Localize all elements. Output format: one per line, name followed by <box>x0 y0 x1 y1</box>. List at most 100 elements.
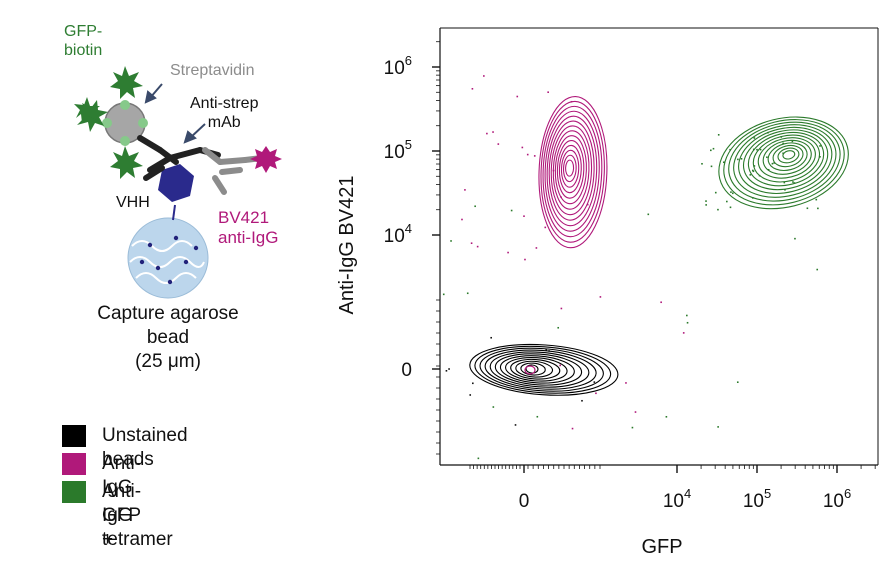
contour-line <box>542 105 603 238</box>
anti-igg-dot <box>464 189 466 191</box>
x-tick-label: 106 <box>823 486 851 512</box>
gfp-biotin-line2: biotin <box>64 42 103 59</box>
gfp-dot <box>740 158 743 160</box>
unstained-dot <box>545 348 548 351</box>
contour-line <box>469 343 619 396</box>
contour-line <box>484 349 597 390</box>
unstained-dot <box>490 336 492 339</box>
gfp-dot <box>726 200 728 203</box>
anti-igg-dot <box>560 196 562 199</box>
gfp-dot <box>816 268 819 271</box>
gfp-dot <box>442 293 445 296</box>
gfp-dot <box>793 182 796 184</box>
y-tick-label: 104 <box>384 221 412 247</box>
anti-igg-dot <box>571 427 574 430</box>
gfp-dot <box>773 162 775 164</box>
x-tick-label: 104 <box>663 486 691 512</box>
contour-line <box>767 142 808 172</box>
anti-igg-dot <box>547 91 549 94</box>
unstained-dot <box>581 399 583 402</box>
gfp-dot <box>717 208 719 211</box>
gfp-dot <box>753 137 756 139</box>
anti-igg-dot <box>560 307 563 310</box>
gfp-biotin-label: GFP- biotin <box>64 22 102 60</box>
contour-line <box>556 140 585 199</box>
anti-igg-dot <box>586 203 589 206</box>
anti-igg-dot <box>625 382 627 384</box>
anti-igg-dot <box>559 364 561 367</box>
gfp-dot <box>729 148 731 151</box>
anti-igg-dot <box>552 169 555 172</box>
gfp-dot <box>717 134 720 136</box>
gfp-dot <box>782 152 784 155</box>
anti-igg-dot <box>535 247 538 249</box>
contour-line <box>474 345 612 394</box>
gfp-dot <box>686 314 688 317</box>
gfp-dot <box>717 426 719 428</box>
contour-line <box>505 356 568 382</box>
y-tick-label: 106 <box>384 53 412 79</box>
gfp-dot <box>806 207 809 210</box>
gfp-dot <box>767 131 769 134</box>
gfp-dot <box>686 321 689 324</box>
assay-schematic <box>74 66 282 299</box>
bv421-star <box>250 146 282 173</box>
anti-igg-dot <box>483 75 485 77</box>
contour-line <box>554 135 587 205</box>
gfp-dot <box>536 415 539 418</box>
anti-strep-label: Anti-strep mAb <box>190 94 258 132</box>
gfp-dot <box>631 426 634 429</box>
gfp-dot <box>731 192 734 195</box>
gfp-dot <box>771 162 774 165</box>
unstained-dot <box>472 382 474 385</box>
bv421-antibody <box>202 147 265 195</box>
gfp-stars <box>74 66 143 179</box>
contour-line <box>747 132 825 187</box>
gfp-dot <box>752 148 755 151</box>
unstained-dot <box>548 350 550 352</box>
bead-caption: Capture agarose bead (25 μm) <box>72 302 264 374</box>
anti-igg-dot <box>533 155 536 157</box>
anti-igg-dot <box>544 226 547 229</box>
gfp-dot <box>752 197 754 199</box>
streptavidin-label: Streptavidin <box>170 62 255 79</box>
gfp-dot <box>819 155 821 158</box>
contour-line <box>546 115 598 227</box>
unstained-dot <box>469 394 472 396</box>
gfp-dot <box>815 198 818 201</box>
streptavidin-core <box>102 100 148 146</box>
contour-line <box>762 139 812 175</box>
gfp-dot <box>791 140 794 143</box>
gfp-dot <box>792 181 794 183</box>
gfp-dot <box>752 170 755 173</box>
gfp-dot <box>767 168 770 171</box>
contour-line <box>728 121 841 202</box>
contour-line <box>544 110 600 232</box>
bead-caption-line2: bead <box>146 327 190 348</box>
anti-igg-dot <box>682 332 685 334</box>
unstained-dot <box>514 424 517 426</box>
bead-caption-line1: Capture agarose <box>97 303 239 324</box>
gfp-dot <box>756 148 758 151</box>
gfp-dot <box>819 145 821 147</box>
anti-igg-dot <box>516 95 519 98</box>
anti-igg-dot <box>521 146 524 149</box>
x-tick-label: 105 <box>743 486 771 512</box>
anti-igg-dot <box>660 301 662 304</box>
contour-line <box>499 355 575 384</box>
gfp-dot <box>474 205 476 208</box>
gfp-dot <box>784 188 786 191</box>
gfp-dot <box>705 200 707 202</box>
contour-line <box>510 358 561 380</box>
gfp-dot <box>466 292 469 295</box>
contour-line <box>520 362 546 376</box>
legend-label: Unstained beads <box>102 425 188 470</box>
gfp-dot <box>749 174 752 176</box>
contour-line <box>525 364 539 374</box>
gfp-dot <box>751 169 754 172</box>
bv421-label: BV421 anti-IgG <box>218 208 278 248</box>
gfp-dot <box>736 381 739 384</box>
contour-line <box>777 147 800 164</box>
gfp-dot <box>766 156 768 159</box>
